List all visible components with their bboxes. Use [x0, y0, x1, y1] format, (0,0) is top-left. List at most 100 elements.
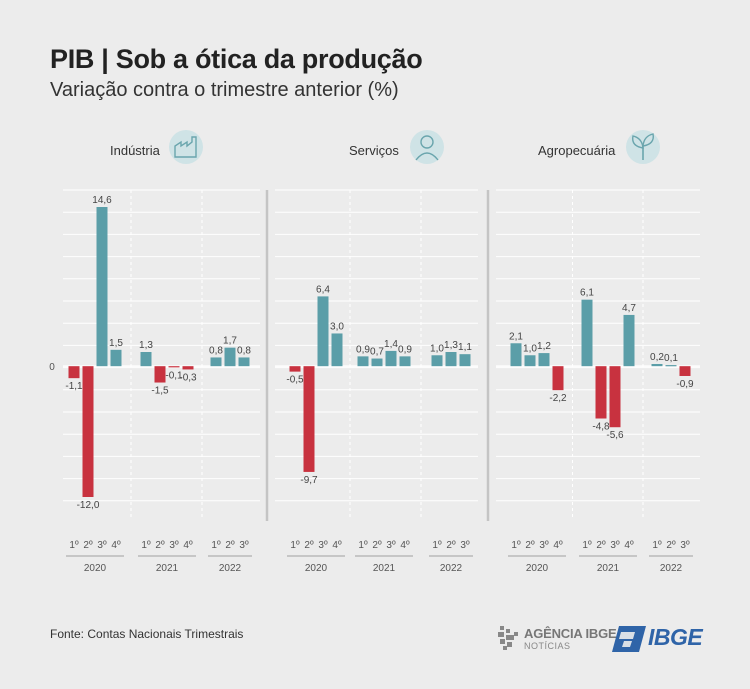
chart-panel-3 — [496, 130, 700, 557]
bar-value-label: 1,3 — [444, 340, 458, 351]
bar — [303, 366, 315, 472]
bar — [82, 366, 94, 497]
quarter-label: 4º — [332, 540, 342, 551]
bar — [581, 299, 593, 367]
year-label: 2022 — [440, 563, 463, 574]
year-label: 2021 — [373, 563, 396, 574]
leaf-shape — [642, 133, 654, 147]
chart-panel-2 — [275, 130, 478, 557]
quarter-label: 4º — [111, 540, 121, 551]
bar — [623, 314, 635, 367]
bar — [538, 353, 550, 367]
quarter-label: 3º — [460, 540, 470, 551]
bar — [595, 366, 607, 419]
bar — [371, 358, 383, 367]
quarter-label: 2º — [596, 540, 606, 551]
quarter-label: 1º — [290, 540, 300, 551]
bar — [289, 366, 301, 372]
bar-value-label: 6,1 — [580, 288, 594, 299]
bar-value-label: 0,2 — [650, 352, 664, 363]
bar — [524, 355, 536, 367]
panel-title: Indústria — [110, 143, 161, 158]
bar — [665, 365, 677, 367]
bar-value-label: 0,9 — [356, 344, 370, 355]
bar-value-label: -0,9 — [676, 379, 694, 390]
bar — [459, 354, 471, 367]
quarter-label: 2º — [83, 540, 93, 551]
quarter-label: 4º — [400, 540, 410, 551]
bar-value-label: 4,7 — [622, 303, 636, 314]
factory-icon — [169, 130, 203, 164]
bar — [317, 296, 329, 367]
quarter-label: 1º — [358, 540, 368, 551]
quarter-label: 1º — [652, 540, 662, 551]
quarter-label: 3º — [680, 540, 690, 551]
bar-value-label: 1,4 — [384, 339, 398, 350]
year-label: 2020 — [84, 563, 107, 574]
bar — [651, 363, 663, 367]
bar-value-label: -12,0 — [77, 500, 100, 511]
agencia-logo-icon — [498, 626, 518, 650]
bar — [140, 352, 152, 367]
bar-value-label: -1,1 — [65, 381, 83, 392]
bar — [168, 366, 180, 368]
agencia-logo-title: AGÊNCIA IBGE — [524, 626, 617, 641]
year-label: 2022 — [219, 563, 242, 574]
bar-value-label: 1,7 — [223, 336, 237, 347]
bar-value-label: 1,0 — [523, 343, 537, 354]
bar-value-label: -0,3 — [179, 372, 197, 383]
bar-value-label: 1,1 — [458, 342, 472, 353]
leaf-shape — [632, 135, 644, 149]
head-shape — [420, 135, 434, 149]
quarter-label: 1º — [69, 540, 79, 551]
bar-value-label: 1,0 — [430, 343, 444, 354]
bar — [96, 207, 108, 367]
bar-value-label: 2,1 — [509, 331, 523, 342]
quarter-label: 2º — [525, 540, 535, 551]
quarter-label: 2º — [666, 540, 676, 551]
bar — [679, 366, 691, 376]
quarter-label: 1º — [511, 540, 521, 551]
page-subtitle: Variação contra o trimestre anterior (%) — [50, 79, 399, 101]
ibge-logo-icon — [612, 626, 646, 652]
quarter-label: 3º — [386, 540, 396, 551]
bar-value-label: -0,5 — [286, 375, 304, 386]
quarter-label: 2º — [372, 540, 382, 551]
bar — [510, 343, 522, 367]
year-label: 2021 — [597, 563, 620, 574]
bar — [331, 333, 343, 367]
quarter-label: 2º — [225, 540, 235, 551]
quarter-label: 3º — [610, 540, 620, 551]
bar — [399, 356, 411, 367]
quarter-label: 1º — [141, 540, 151, 551]
bar — [357, 356, 369, 367]
bar-value-label: -0,1 — [165, 370, 183, 381]
icon-circle — [410, 130, 444, 164]
quarter-label: 3º — [97, 540, 107, 551]
bar-value-label: 3,0 — [330, 321, 344, 332]
bar — [238, 357, 250, 367]
bar-value-label: 0,1 — [664, 353, 678, 364]
icon-circle — [169, 130, 203, 164]
panel-title: Agropecuária — [538, 143, 616, 158]
agencia-logo-subtitle: NOTÍCIAS — [524, 641, 571, 651]
quarter-label: 4º — [553, 540, 563, 551]
bar-value-label: 0,9 — [398, 344, 412, 355]
quarter-label: 3º — [169, 540, 179, 551]
zero-axis-label: 0 — [49, 362, 55, 373]
year-label: 2022 — [660, 563, 683, 574]
panel-title: Serviços — [349, 143, 399, 158]
bar — [182, 366, 194, 370]
page-title: PIB | Sob a ótica da produção — [50, 44, 423, 74]
year-label: 2020 — [305, 563, 328, 574]
bar — [154, 366, 166, 383]
quarter-label: 2º — [446, 540, 456, 551]
quarter-label: 3º — [318, 540, 328, 551]
bar-value-label: 1,2 — [537, 341, 551, 352]
source-note: Fonte: Contas Nacionais Trimestrais — [50, 627, 244, 641]
year-label: 2020 — [526, 563, 549, 574]
bar-value-label: 6,4 — [316, 284, 330, 295]
quarter-label: 1º — [432, 540, 442, 551]
factory-shape — [174, 136, 197, 158]
